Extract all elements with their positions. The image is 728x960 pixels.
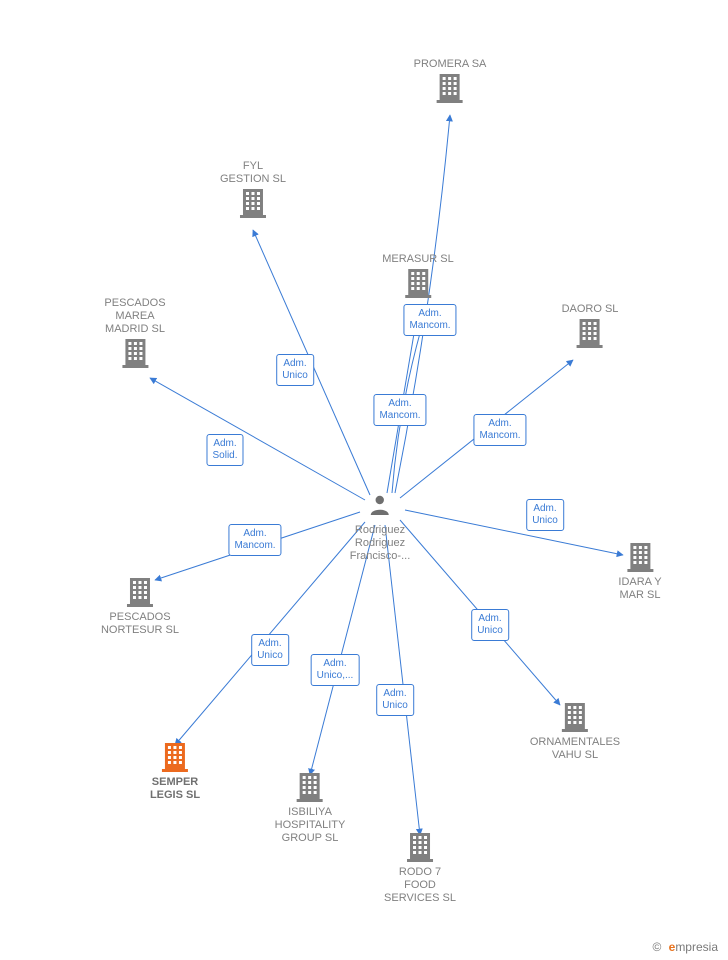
company-label: SEMPER LEGIS SL	[150, 776, 200, 802]
brand-rest: mpresia	[675, 940, 718, 954]
building-icon	[624, 540, 656, 572]
building-icon	[559, 700, 591, 732]
company-node-fyl[interactable]: FYL GESTION SL	[220, 160, 286, 222]
edge-label: Adm. Unico	[471, 609, 509, 641]
center-person-node[interactable]: Rodriguez Rodriguez Francisco-...	[350, 493, 411, 563]
edge-label: Adm. Mancom.	[373, 394, 426, 426]
relationship-edge	[150, 378, 365, 500]
company-node-semper[interactable]: SEMPER LEGIS SL	[150, 740, 200, 802]
edge-label: Adm. Unico	[251, 634, 289, 666]
building-icon	[434, 71, 466, 103]
company-node-daoro[interactable]: DAORO SL	[562, 303, 619, 352]
building-icon	[402, 266, 434, 298]
edge-label: Adm. Unico,...	[311, 654, 360, 686]
building-icon	[124, 575, 156, 607]
company-node-ornament[interactable]: ORNAMENTALES VAHU SL	[530, 700, 620, 762]
edge-label: Adm. Unico	[276, 354, 314, 386]
company-node-isbiliya[interactable]: ISBILIYA HOSPITALITY GROUP SL	[275, 770, 346, 845]
footer-attribution: © empresia	[652, 940, 718, 954]
edge-label: Adm. Solid.	[206, 434, 243, 466]
company-label: RODO 7 FOOD SERVICES SL	[384, 866, 456, 905]
company-label: ISBILIYA HOSPITALITY GROUP SL	[275, 806, 346, 845]
company-label: ORNAMENTALES VAHU SL	[530, 736, 620, 762]
edge-label: Adm. Unico	[376, 684, 414, 716]
center-person-label: Rodriguez Rodriguez Francisco-...	[350, 524, 411, 563]
company-node-idara[interactable]: IDARA Y MAR SL	[618, 540, 661, 602]
edge-label: Adm. Unico	[526, 499, 564, 531]
company-label: FYL GESTION SL	[220, 160, 286, 186]
building-icon	[159, 740, 191, 772]
building-icon	[237, 186, 269, 218]
company-label: DAORO SL	[562, 303, 619, 316]
company-node-rodo7[interactable]: RODO 7 FOOD SERVICES SL	[384, 830, 456, 905]
company-label: PESCADOS MAREA MADRID SL	[104, 297, 165, 336]
company-label: PROMERA SA	[414, 58, 487, 71]
building-icon	[119, 336, 151, 368]
edge-label: Adm. Mancom.	[403, 304, 456, 336]
company-node-pescadosm[interactable]: PESCADOS MAREA MADRID SL	[104, 297, 165, 372]
building-icon	[294, 770, 326, 802]
diagram-canvas: Rodriguez Rodriguez Francisco-... PROMER…	[0, 0, 728, 960]
company-label: IDARA Y MAR SL	[618, 576, 661, 602]
building-icon	[404, 830, 436, 862]
company-label: PESCADOS NORTESUR SL	[101, 611, 179, 637]
building-icon	[574, 316, 606, 348]
company-label: MERASUR SL	[382, 253, 454, 266]
edge-label: Adm. Mancom.	[473, 414, 526, 446]
edges-layer	[0, 0, 728, 960]
company-node-merasur[interactable]: MERASUR SL	[382, 253, 454, 302]
person-icon	[368, 493, 392, 517]
company-node-promera[interactable]: PROMERA SA	[414, 58, 487, 107]
edge-label: Adm. Mancom.	[228, 524, 281, 556]
copyright-symbol: ©	[652, 940, 661, 954]
relationship-edge	[405, 510, 623, 555]
company-node-pescadosn[interactable]: PESCADOS NORTESUR SL	[101, 575, 179, 637]
relationship-edge	[385, 525, 420, 835]
